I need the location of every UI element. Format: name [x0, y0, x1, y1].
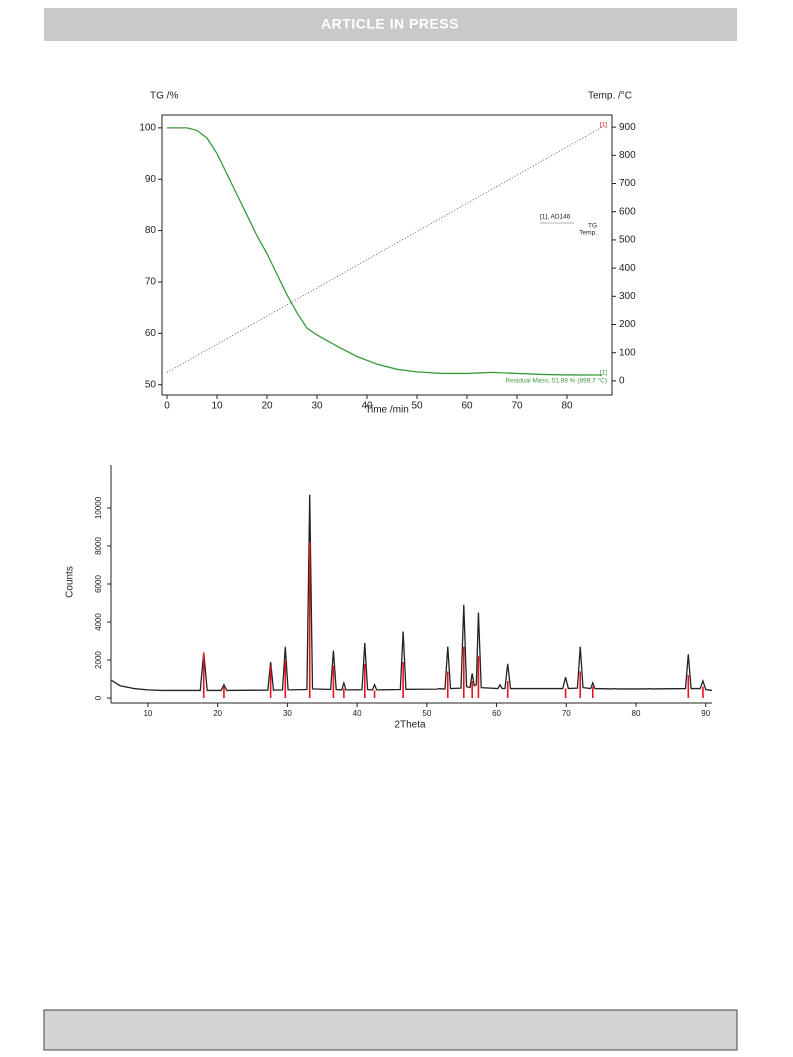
y2-tick-label: 400: [619, 263, 636, 274]
y2-tick-label: 100: [619, 347, 636, 358]
series-line: [167, 127, 603, 376]
y-axis-label: TG /%: [150, 91, 178, 102]
y2-tick-label: 300: [619, 291, 636, 302]
y-tick-label: 80: [145, 225, 157, 236]
annotation: [1]: [600, 122, 607, 129]
footer-box: [43, 1009, 738, 1051]
y-tick-label: 8000: [94, 537, 103, 555]
x-tick-label: 30: [283, 709, 292, 718]
legend-entry: TG: [588, 223, 597, 230]
y2-tick-label: 700: [619, 178, 636, 189]
x-tick-label: 40: [361, 401, 373, 412]
x-axis-label: Time /min: [365, 405, 409, 416]
x-tick-label: 20: [261, 401, 273, 412]
x-tick-label: 60: [461, 401, 473, 412]
y-tick-label: 100: [139, 122, 156, 133]
y-tick-label: 50: [145, 379, 157, 390]
x-tick-label: 70: [511, 401, 523, 412]
y2-tick-label: 600: [619, 206, 636, 217]
x-tick-label: 80: [632, 709, 641, 718]
y2-tick-label: 500: [619, 235, 636, 246]
legend-title: [1], AD146: [540, 214, 571, 221]
x-tick-label: 0: [164, 401, 170, 412]
x-tick-label: 50: [422, 709, 431, 718]
y-tick-label: 6000: [94, 575, 103, 593]
y-tick-label: 2000: [94, 651, 103, 669]
x-tick-label: 60: [492, 709, 501, 718]
y-tick-label: 4000: [94, 613, 103, 631]
series-line: [110, 494, 713, 692]
y2-tick-label: 0: [619, 376, 625, 387]
series-line: [166, 126, 603, 373]
x-tick-label: 90: [701, 709, 710, 718]
x-tick-label: 50: [411, 401, 423, 412]
legend-entry: Temp.: [579, 230, 597, 237]
annotation: Residual Mass: 51.89 % (899.7 °C): [505, 377, 607, 385]
x-tick-label: 20: [213, 709, 222, 718]
y2-axis-label: Temp. /°C: [588, 91, 632, 102]
y2-tick-label: 900: [619, 122, 636, 133]
x-axis-label: 2Theta: [394, 720, 426, 731]
header-title: ARTICLE IN PRESS: [321, 16, 459, 32]
x-tick-label: 10: [143, 709, 152, 718]
y2-tick-label: 200: [619, 319, 636, 330]
plot-frame: [161, 114, 613, 396]
annotation: [1]: [600, 370, 607, 377]
y-tick-label: 90: [145, 174, 157, 185]
x-tick-label: 70: [562, 709, 571, 718]
x-tick-label: 30: [311, 401, 323, 412]
y-axis-label: Counts: [65, 566, 76, 598]
y-tick-label: 0: [94, 695, 103, 700]
y-tick-label: 60: [145, 328, 157, 339]
y2-tick-label: 800: [619, 150, 636, 161]
y-tick-label: 70: [145, 277, 157, 288]
x-tick-label: 10: [211, 401, 223, 412]
header-bar: [44, 8, 737, 41]
y-tick-label: 10000: [94, 496, 103, 519]
x-tick-label: 80: [561, 401, 573, 412]
x-tick-label: 40: [353, 709, 362, 718]
